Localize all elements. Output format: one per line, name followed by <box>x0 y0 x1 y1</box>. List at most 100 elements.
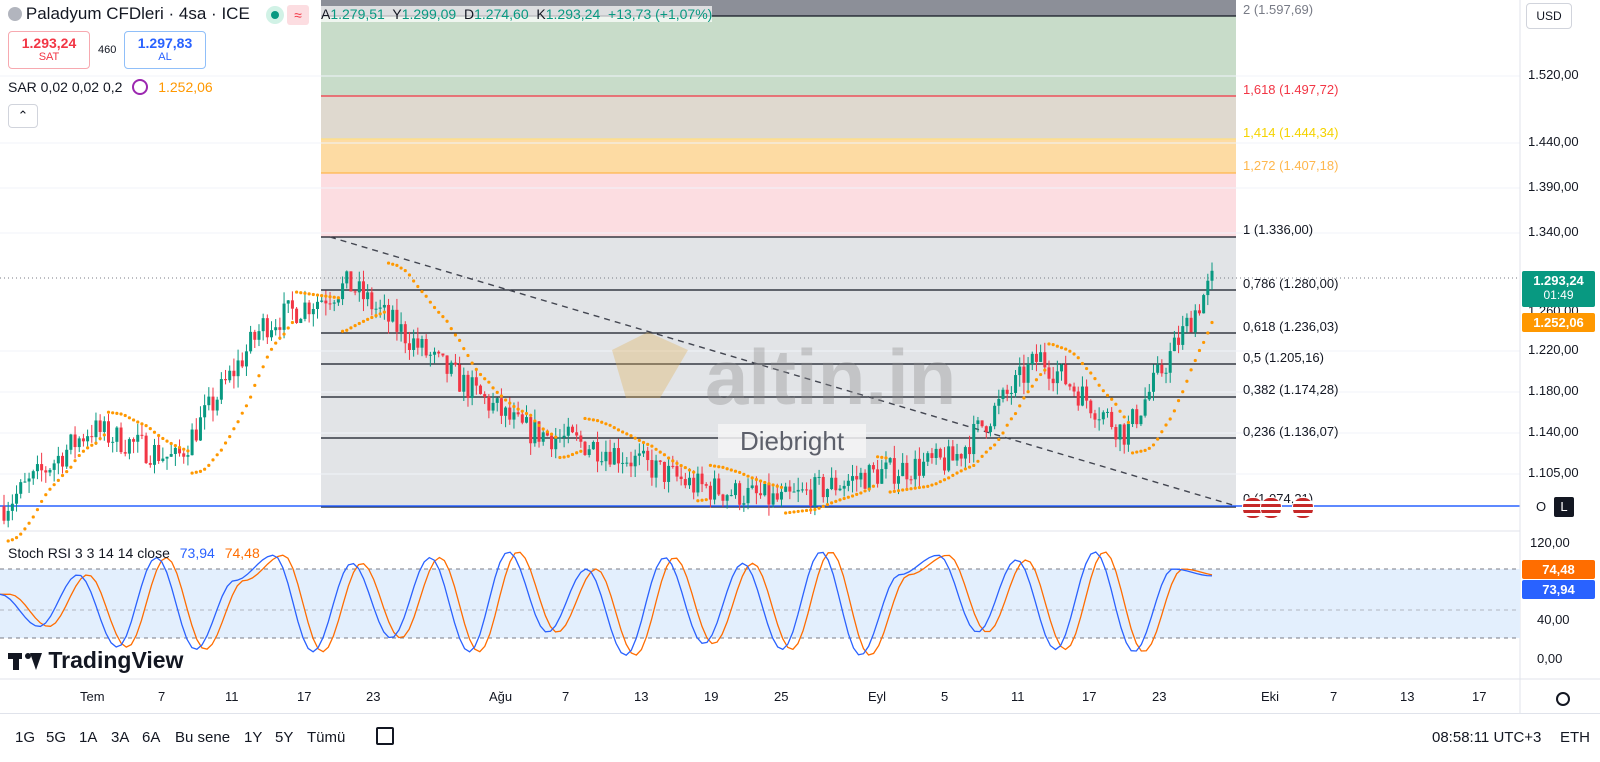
candle-body <box>403 324 407 344</box>
sar-dot <box>1064 347 1068 351</box>
sar-dot <box>850 494 855 498</box>
ohlc-toggle[interactable]: O <box>1531 497 1551 517</box>
sar-dot <box>470 361 474 365</box>
range-button[interactable]: 5Y <box>275 729 294 746</box>
sar-dot <box>771 483 775 487</box>
range-button[interactable]: 1Y <box>244 729 263 746</box>
range-button[interactable]: 5G <box>46 729 67 746</box>
candle-body <box>562 435 566 438</box>
sar-dot <box>1110 397 1114 401</box>
clock[interactable]: 08:58:11 UTC+3 <box>1432 729 1542 746</box>
candle-body <box>119 427 123 453</box>
candle-body <box>286 300 290 304</box>
sar-dot <box>223 441 228 445</box>
sar-dot <box>127 416 131 420</box>
watermark-brand: altin.in <box>705 333 956 421</box>
range-button[interactable]: 1A <box>79 729 98 746</box>
candle-body <box>750 485 754 488</box>
refresh-icon[interactable] <box>132 79 149 95</box>
session-toggle[interactable]: ETH <box>1560 729 1590 746</box>
currency-button[interactable]: USD <box>1526 3 1572 29</box>
date-range-icon[interactable] <box>376 727 394 745</box>
sar-dot <box>253 383 257 387</box>
sar-dot <box>315 293 320 297</box>
sell-button[interactable]: 1.293,24 SAT <box>8 31 90 69</box>
range-button[interactable]: Tümü <box>307 729 346 746</box>
sar-dot <box>119 412 123 416</box>
sar-dot <box>31 515 35 519</box>
candle-body <box>1009 392 1013 394</box>
candle-body <box>570 426 574 433</box>
economic-events[interactable] <box>1242 497 1327 519</box>
sar-dot <box>462 347 466 351</box>
candle-body <box>198 417 202 441</box>
sar-dot <box>976 459 980 463</box>
collapse-legend-button[interactable]: ⌃ <box>8 104 38 128</box>
range-button[interactable]: Bu sene <box>175 729 231 746</box>
candle-body <box>533 421 537 444</box>
candle-body <box>1202 295 1206 314</box>
stoch-legend[interactable]: Stoch RSI 3 3 14 14 close 73,94 74,48 <box>8 545 260 561</box>
sar-dot <box>537 423 541 427</box>
sar-dot <box>232 427 236 431</box>
candle-body <box>662 461 666 482</box>
sar-dot <box>366 317 370 321</box>
candle-body <box>40 464 44 471</box>
wave-icon[interactable]: ≈ <box>287 5 309 25</box>
fib-zone-1-0 <box>321 237 1236 507</box>
us-flag-icon[interactable] <box>1292 497 1314 519</box>
sar-dot <box>725 467 729 471</box>
time-tick: 23 <box>1152 689 1167 704</box>
candle-body <box>140 434 144 436</box>
candle-body <box>813 477 817 506</box>
log-scale-toggle[interactable]: L <box>1554 497 1574 517</box>
status-dot-icon <box>271 11 279 19</box>
time-tick: 23 <box>366 689 381 704</box>
sar-dot <box>478 372 483 377</box>
sar-dot <box>269 347 274 351</box>
range-button[interactable]: 1G <box>15 729 36 746</box>
time-tick: 17 <box>297 689 312 704</box>
sar-dot <box>1013 411 1018 416</box>
range-button[interactable]: 6A <box>142 729 161 746</box>
sar-dot <box>662 453 667 457</box>
tradingview-logo[interactable]: TradingView <box>8 647 183 674</box>
candle-body <box>922 461 926 476</box>
symbol-header[interactable]: Paladyum CFDleri · 4sa · ICE <box>8 4 250 24</box>
candle-body <box>696 473 700 493</box>
settings-gear-icon[interactable] <box>1556 692 1570 706</box>
palladium-icon <box>8 7 22 21</box>
market-status-dot[interactable] <box>266 6 284 24</box>
candle-body <box>378 307 382 309</box>
sar-dot <box>955 471 959 475</box>
candle-body <box>800 489 804 491</box>
candle-body <box>1001 389 1005 399</box>
sar-dot <box>834 499 838 503</box>
us-flag-icon[interactable] <box>1260 497 1282 519</box>
sar-dot <box>1085 366 1089 371</box>
chevron-up-icon: ⌃ <box>17 108 29 123</box>
time-tick: 13 <box>1400 689 1415 704</box>
symbol-title: Paladyum CFDleri · 4sa · ICE <box>25 4 250 23</box>
candle-body <box>136 434 140 442</box>
sar-dot <box>228 435 232 439</box>
candle-body <box>69 434 73 450</box>
price-tick: 1.105,00 <box>1528 465 1579 480</box>
sar-dot <box>650 444 654 448</box>
range-button[interactable]: 3A <box>111 729 130 746</box>
candle-body <box>382 304 386 308</box>
chart-canvas[interactable]: altin.in Diebright <box>0 0 1600 713</box>
sar-dot <box>696 499 700 503</box>
candle-body <box>550 435 554 450</box>
candle-body <box>324 300 328 304</box>
sar-dot <box>980 454 984 458</box>
candle-body <box>211 396 215 411</box>
candle-body <box>1047 367 1051 379</box>
sar-dot <box>282 332 286 336</box>
sar-dot <box>838 498 842 502</box>
sar-dot <box>48 487 52 491</box>
buy-button[interactable]: 1.297,83 AL <box>124 31 206 69</box>
candle-body <box>1156 364 1160 373</box>
sar-indicator-legend[interactable]: SAR 0,02 0,02 0,2 1.252,06 <box>8 79 213 95</box>
watermark: altin.in <box>612 332 956 421</box>
